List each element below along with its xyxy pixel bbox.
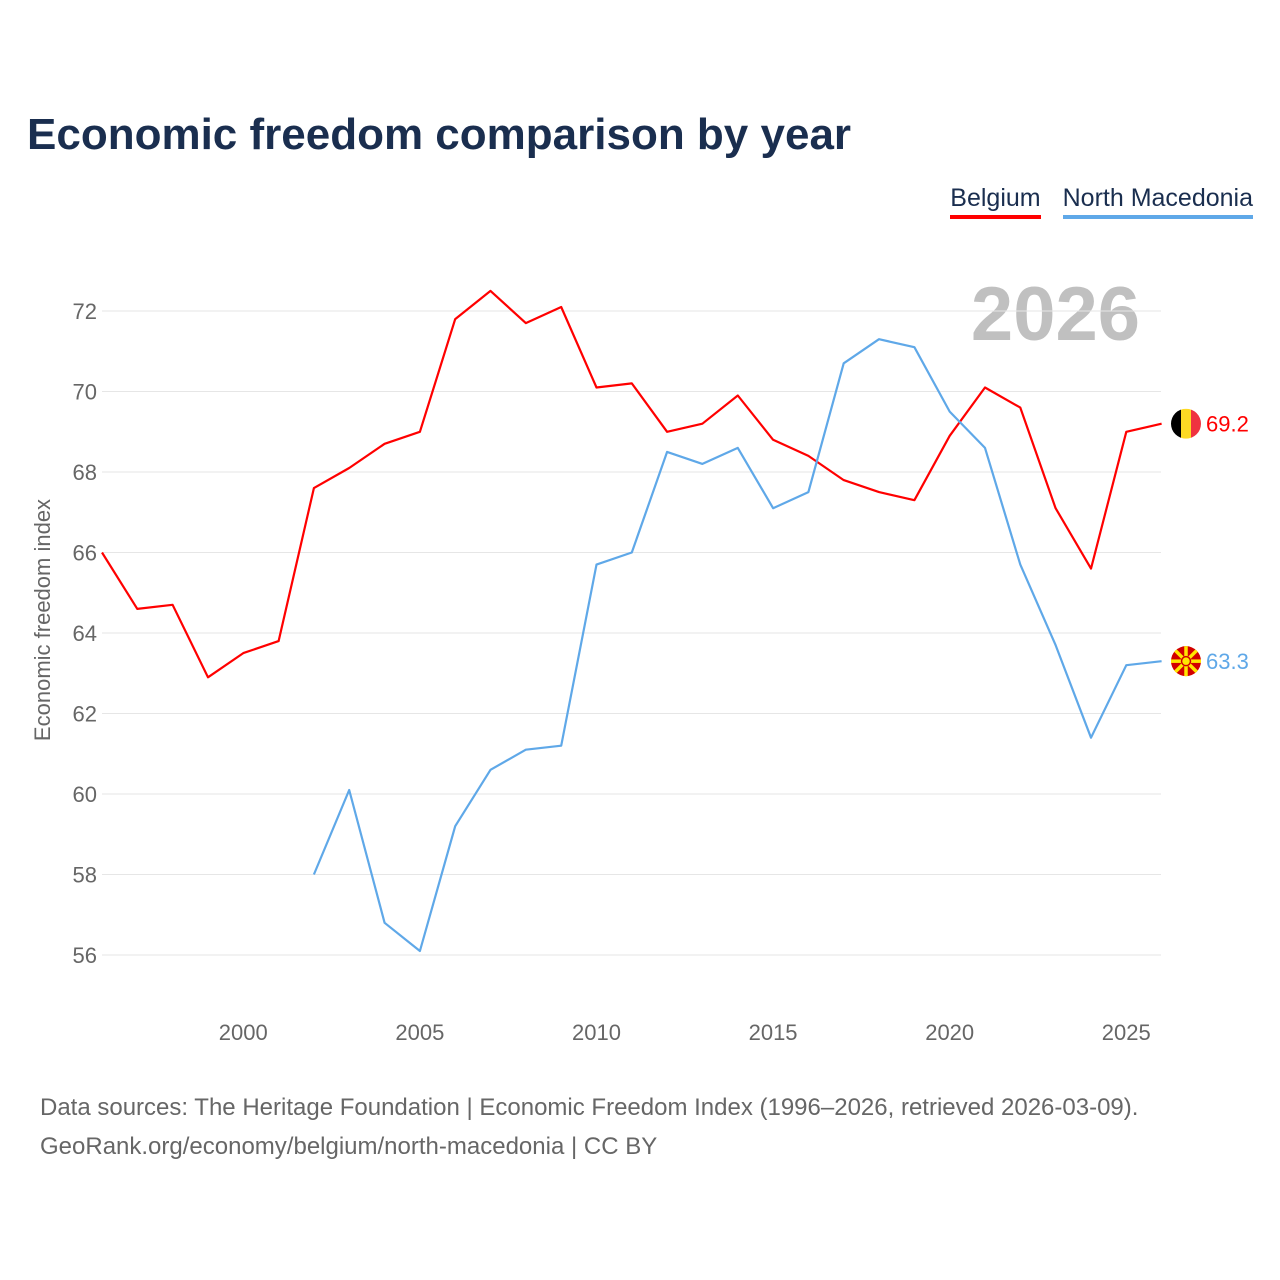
y-tick-label: 58 bbox=[73, 863, 97, 888]
belgium-flag-icon bbox=[1171, 408, 1181, 439]
north-macedonia-flag-icon bbox=[1180, 655, 1192, 667]
y-tick-label: 56 bbox=[73, 943, 97, 968]
x-tick-label: 2000 bbox=[219, 1020, 268, 1045]
series-line-north-macedonia bbox=[312, 338, 1162, 953]
legend-belgium[interactable]: Belgium bbox=[950, 184, 1041, 219]
belgium-flag-icon bbox=[1181, 408, 1191, 439]
source-line-1: Data sources: The Heritage Foundation | … bbox=[40, 1094, 1139, 1121]
belgium-flag-icon bbox=[1191, 408, 1201, 439]
end-value-label: 69.2 bbox=[1206, 412, 1249, 437]
year-watermark: 2026 bbox=[971, 272, 1140, 357]
x-tick-label: 2010 bbox=[572, 1020, 621, 1045]
legend: Belgium North Macedonia bbox=[950, 184, 1253, 219]
y-tick-label: 68 bbox=[73, 460, 97, 485]
chart-title: Economic freedom comparison by year bbox=[27, 110, 852, 159]
y-tick-label: 62 bbox=[73, 702, 97, 727]
y-tick-label: 70 bbox=[73, 380, 97, 405]
x-tick-label: 2005 bbox=[395, 1020, 444, 1045]
y-tick-label: 60 bbox=[73, 782, 97, 807]
y-tick-label: 72 bbox=[73, 299, 97, 324]
source-note: Data sources: The Heritage Foundation | … bbox=[40, 1088, 1138, 1166]
legend-north-macedonia[interactable]: North Macedonia bbox=[1062, 184, 1253, 219]
x-tick-label: 2015 bbox=[749, 1020, 798, 1045]
series-line-belgium bbox=[101, 289, 1162, 679]
y-tick-label: 64 bbox=[73, 621, 97, 646]
x-tick-label: 2025 bbox=[1102, 1020, 1151, 1045]
source-line-2[interactable]: GeoRank.org/economy/belgium/north-macedo… bbox=[40, 1133, 658, 1160]
y-axis-label: Economic freedom index bbox=[30, 499, 55, 741]
x-tick-label: 2020 bbox=[925, 1020, 974, 1045]
y-tick-label: 66 bbox=[73, 541, 97, 566]
end-value-label: 63.3 bbox=[1206, 649, 1249, 674]
